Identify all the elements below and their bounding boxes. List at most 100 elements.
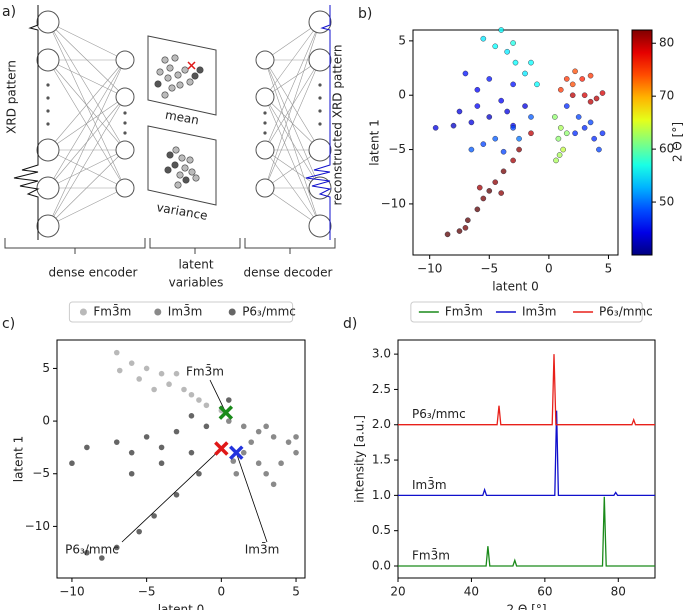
dot <box>318 83 322 87</box>
point <box>270 434 277 440</box>
point <box>462 225 469 231</box>
point <box>510 40 516 46</box>
point <box>263 423 269 430</box>
point <box>69 460 75 467</box>
y-tick-label: 5 <box>398 33 406 47</box>
neuron <box>308 138 332 162</box>
annotation-arrow <box>209 379 227 413</box>
x-tick-label: 0 <box>218 585 226 599</box>
x-axis-label: latent 0 <box>158 603 205 610</box>
dot <box>318 109 322 113</box>
neuron <box>36 138 60 162</box>
legend-symbol <box>154 308 162 316</box>
y-tick-label: 0 <box>42 414 50 428</box>
dot <box>123 131 127 135</box>
latent-point <box>192 174 200 182</box>
plot-frame <box>412 29 619 256</box>
plot-frame <box>56 339 306 579</box>
point <box>596 146 602 153</box>
connection <box>264 59 321 151</box>
point <box>599 130 606 137</box>
point <box>528 59 534 66</box>
legend-label: P6₃/mmc <box>599 305 653 319</box>
latent-point <box>154 80 162 88</box>
point <box>498 97 504 104</box>
annotation-arrow <box>121 448 222 543</box>
point <box>593 95 600 102</box>
point <box>113 544 120 551</box>
point <box>450 122 457 129</box>
point <box>226 418 232 424</box>
point <box>263 470 269 477</box>
latent-point <box>174 71 182 79</box>
point <box>181 386 187 393</box>
neuron <box>255 178 275 198</box>
y-tick-label: −5 <box>388 142 406 156</box>
y-tick-label: 2.5 <box>372 382 391 396</box>
point <box>143 365 150 372</box>
x-tick-label: 5 <box>292 585 300 599</box>
y-tick-label: 5 <box>42 361 50 375</box>
dot <box>263 131 267 135</box>
point <box>456 108 463 115</box>
point <box>196 470 202 477</box>
point <box>474 103 481 109</box>
point <box>498 190 504 196</box>
colorbar-tick-label: 50 <box>659 195 674 209</box>
connection <box>47 96 126 227</box>
dot <box>318 96 322 100</box>
output-pattern <box>305 5 332 240</box>
y-tick-label: 0.5 <box>372 523 391 537</box>
dot <box>46 122 50 126</box>
panel-label: c) <box>2 316 15 332</box>
dot <box>123 111 127 115</box>
latent-box <box>147 125 217 206</box>
colorbar-tick-label: 80 <box>659 36 674 50</box>
bracket <box>4 238 146 254</box>
latent-point <box>188 168 196 176</box>
point <box>84 549 90 556</box>
neuron <box>255 50 275 70</box>
x-axis-label: 2 Θ [°] <box>506 603 546 610</box>
point <box>516 135 522 142</box>
point <box>486 188 493 194</box>
latent-point <box>156 68 164 76</box>
point <box>504 108 510 115</box>
y-tick-label: −10 <box>25 519 50 533</box>
dot <box>318 122 322 126</box>
point <box>569 92 576 99</box>
y-tick-label: 0 <box>398 88 406 102</box>
x-tick-label: −10 <box>417 262 442 276</box>
point <box>173 492 180 498</box>
point <box>474 86 481 93</box>
neuron <box>36 214 60 238</box>
point <box>143 434 150 440</box>
connection <box>47 149 126 189</box>
latent-point <box>171 54 179 62</box>
neuron <box>308 10 332 34</box>
point <box>510 81 516 88</box>
line <box>398 496 655 567</box>
point <box>128 449 135 456</box>
annotation: P6₃/mmc <box>65 543 119 557</box>
latent-point <box>176 81 184 89</box>
latent-point <box>181 66 189 74</box>
point <box>510 157 516 164</box>
neuron <box>115 50 135 70</box>
point <box>203 423 210 430</box>
point <box>480 141 487 147</box>
point <box>587 119 594 126</box>
colorbar-tick-label: 60 <box>659 142 674 156</box>
x-tick-label: −5 <box>480 262 498 276</box>
latent-point <box>182 176 190 184</box>
connection <box>264 149 321 227</box>
point <box>158 460 165 467</box>
bracket <box>149 238 241 254</box>
series-label: Im3̄m <box>412 478 447 492</box>
point <box>84 444 90 451</box>
point <box>116 367 123 374</box>
latent-point <box>164 166 172 174</box>
point <box>240 423 247 430</box>
point <box>512 59 519 66</box>
point <box>587 72 594 79</box>
